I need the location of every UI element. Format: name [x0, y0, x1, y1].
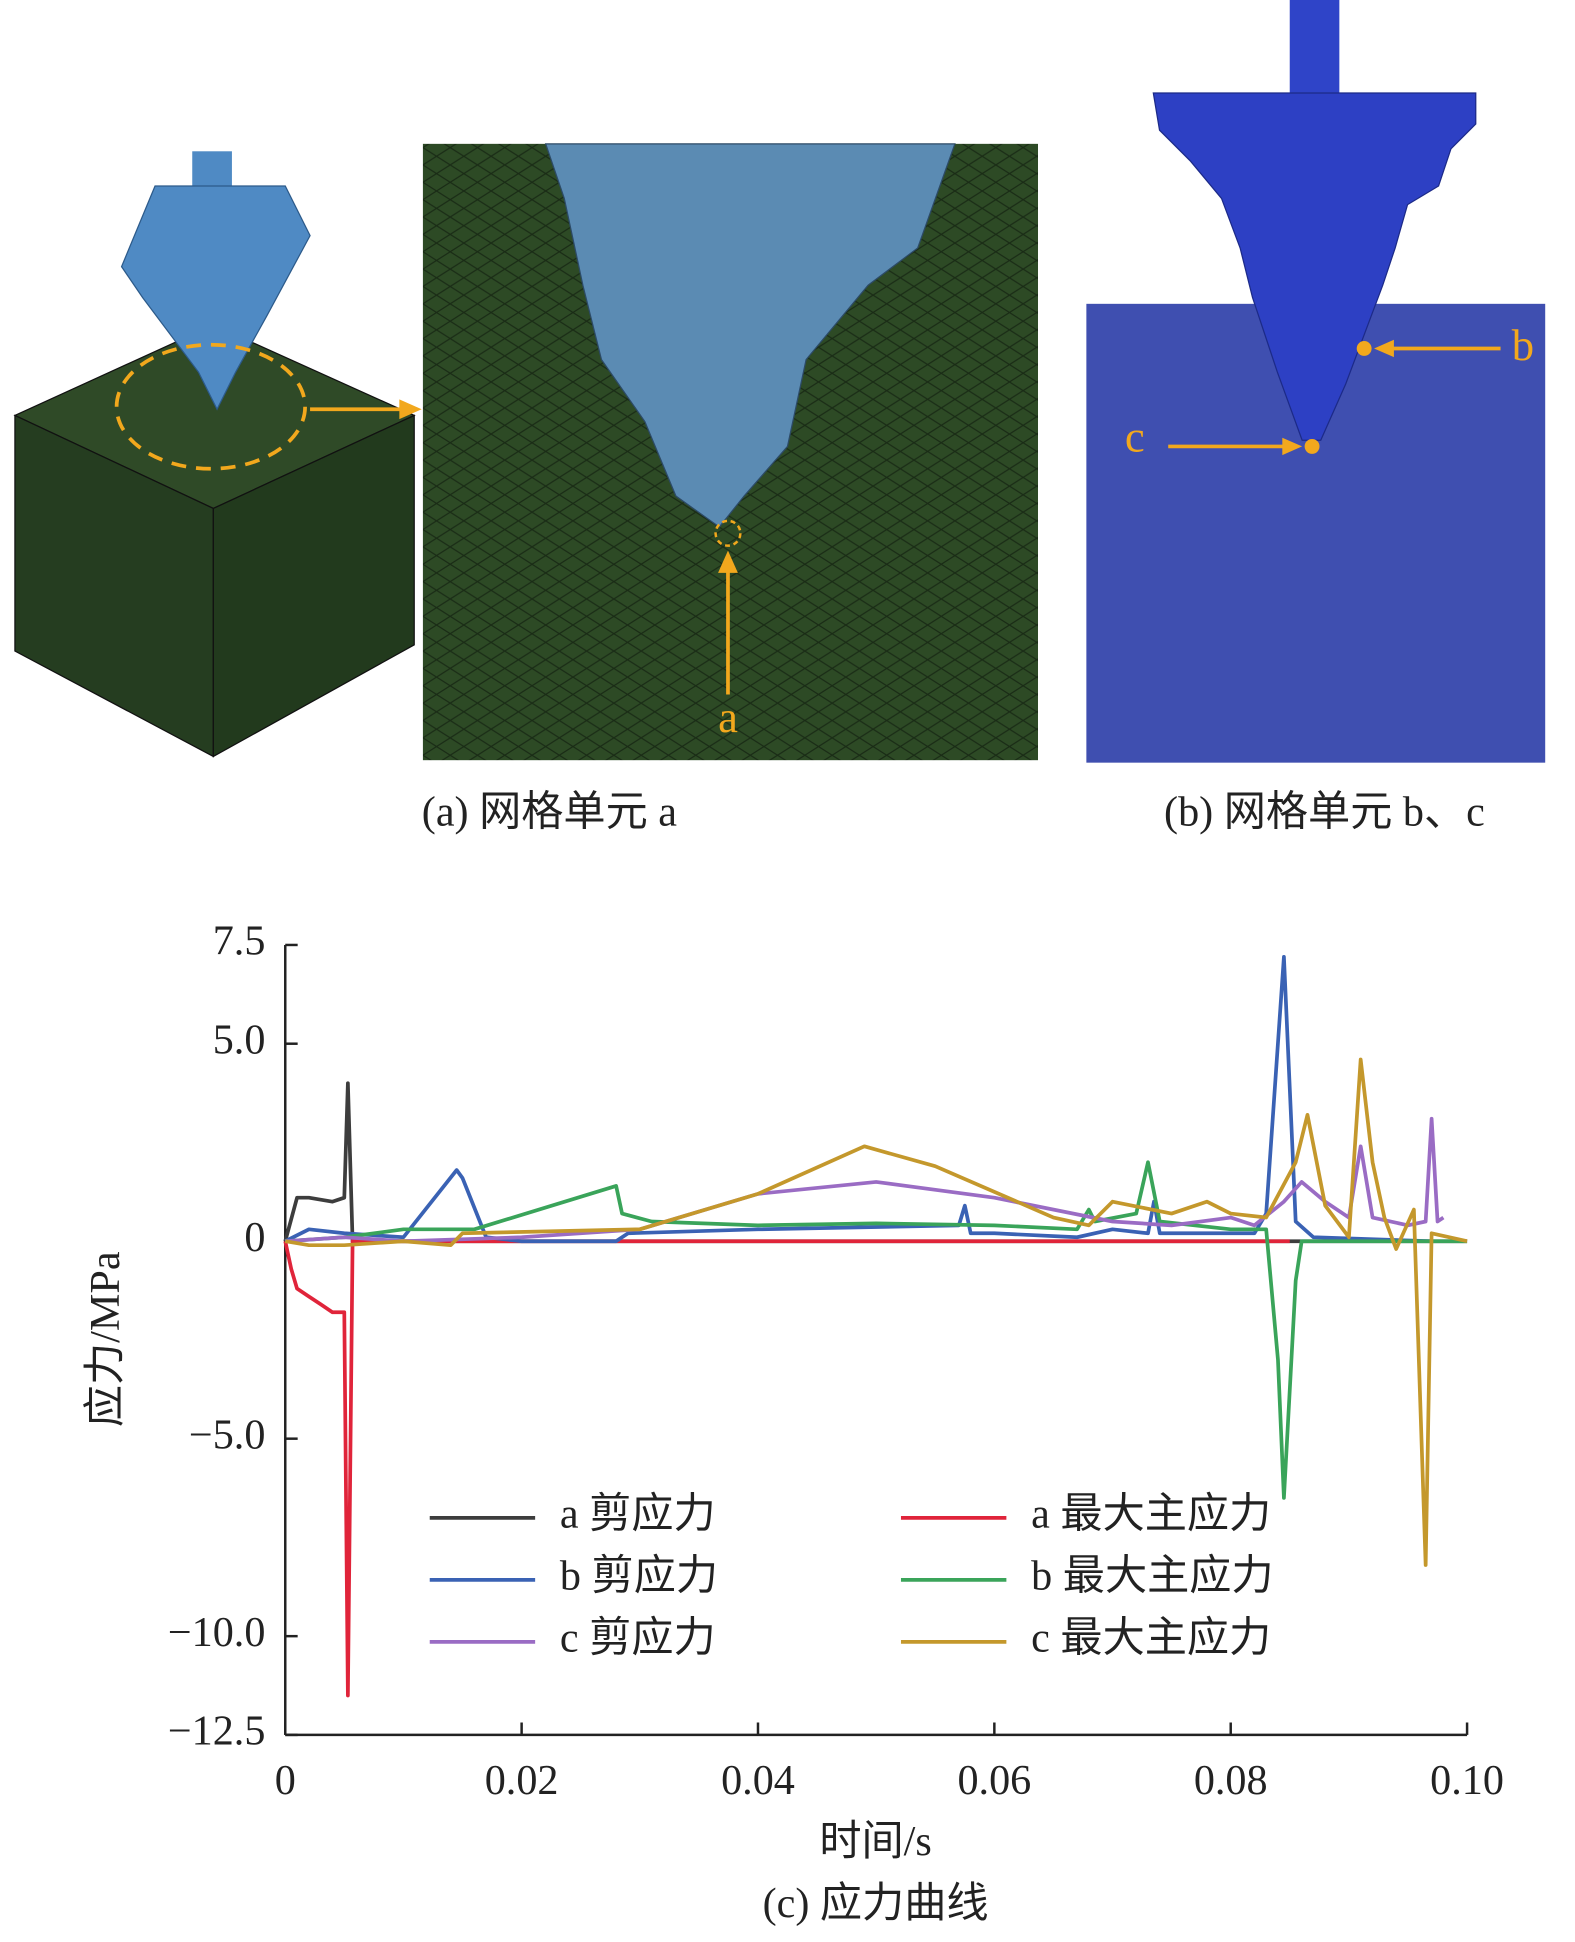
legend-label: a 剪应力	[560, 1491, 716, 1538]
panel-a-zoom	[422, 143, 1039, 761]
series-line	[284, 955, 1432, 1244]
legend-label: c 剪应力	[560, 1615, 716, 1662]
legend-label: c 最大主应力	[1031, 1615, 1271, 1662]
panel-a-model	[13, 151, 422, 758]
series-line	[284, 1057, 1468, 1567]
legend-label: a 最大主应力	[1031, 1491, 1271, 1538]
series-line	[283, 1081, 1468, 1244]
y-tick-label: −5.0	[189, 1411, 265, 1458]
series-line	[283, 1239, 1290, 1698]
y-tick-label: 0	[244, 1214, 265, 1261]
y-tick-label: 5.0	[213, 1016, 266, 1063]
series-line	[285, 1160, 1468, 1500]
marker-label: a	[718, 692, 738, 742]
panel-caption: (a) 网格单元 a	[422, 789, 677, 836]
x-tick-label: 0.06	[957, 1757, 1031, 1804]
marker-label: c	[1125, 412, 1145, 462]
x-tick-label: 0.04	[721, 1757, 795, 1804]
y-tick-label: 7.5	[213, 918, 266, 965]
legend-label: b 最大主应力	[1031, 1553, 1273, 1600]
legend-label: b 剪应力	[560, 1553, 718, 1600]
marker-label: b	[1512, 320, 1534, 370]
y-tick-label: −12.5	[168, 1708, 266, 1755]
x-tick-label: 0	[275, 1757, 296, 1804]
x-tick-label: 0.02	[485, 1757, 559, 1804]
panel-b-model	[1086, 0, 1546, 763]
x-tick-label: 0.10	[1430, 1757, 1504, 1804]
y-axis-label: 应力/MPa	[82, 1251, 129, 1427]
x-axis-label: 时间/s	[819, 1818, 931, 1865]
panel-caption: (b) 网格单元 b、c	[1164, 789, 1485, 836]
chart-caption: (c) 应力曲线	[763, 1880, 989, 1927]
x-tick-label: 0.08	[1194, 1757, 1268, 1804]
y-tick-label: −10.0	[168, 1609, 266, 1656]
